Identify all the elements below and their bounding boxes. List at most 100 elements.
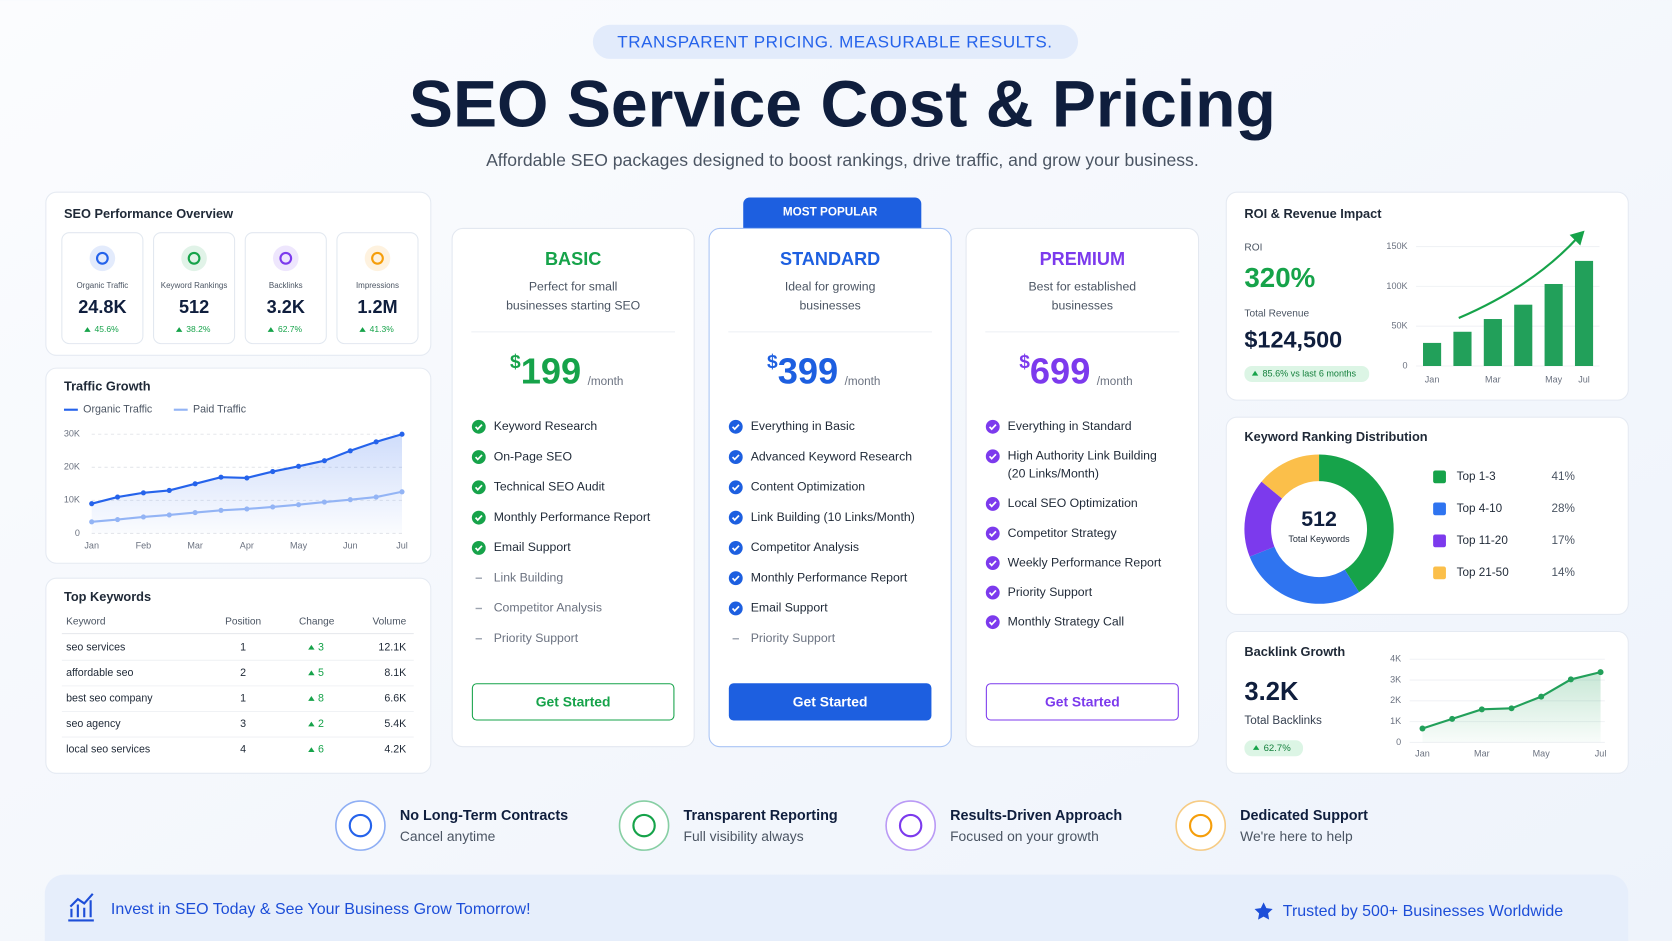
line-point <box>373 439 379 445</box>
x-tick-label: Apr <box>240 541 254 551</box>
table-cell: 5 <box>318 667 324 679</box>
price: $199/month <box>510 350 623 391</box>
card <box>965 227 1200 748</box>
trend-arrow <box>1458 236 1579 319</box>
up-arrow-icon <box>308 670 315 676</box>
card-title: Traffic Growth <box>64 379 151 394</box>
check-mark <box>988 453 997 460</box>
benefit-icon <box>335 800 386 851</box>
table-cell: 4 <box>240 744 246 756</box>
badge-pill <box>592 24 1079 59</box>
metric-tile <box>244 232 327 345</box>
metric-icon-dot <box>371 251 384 265</box>
feature-text: Technical SEO Audit <box>494 480 606 494</box>
feature-text: Priority Support <box>1008 585 1093 599</box>
y-tick-label: 0 <box>75 528 80 538</box>
x-tick-label: Jan <box>84 541 99 551</box>
plan-name: BASIC <box>545 249 601 269</box>
legend-value: 17% <box>1551 534 1574 547</box>
up-arrow-icon <box>308 696 315 701</box>
legend-label: Top 4-10 <box>1457 502 1503 515</box>
y-tick-label: 10K <box>64 495 80 505</box>
line-point <box>89 519 95 525</box>
metric-label: Organic Traffic <box>76 281 128 290</box>
check-mark <box>474 424 483 431</box>
feature-text: Everything in Basic <box>751 419 855 433</box>
table-cell: best seo company <box>66 693 153 705</box>
line-point <box>1538 693 1545 700</box>
check-mark <box>731 514 740 522</box>
metric-change: 41.3% <box>370 324 395 334</box>
benefit-subtitle: We're here to help <box>1240 828 1353 844</box>
benefit-icon-inner <box>348 813 373 838</box>
table-cell: 6.6K <box>384 693 406 705</box>
cta-label: Get Started <box>536 694 611 710</box>
legend-label: Top 21-50 <box>1457 566 1510 579</box>
up-arrow-icon <box>267 327 275 332</box>
table-cell: 5.4K <box>384 718 406 730</box>
stat-label: Total Backlinks <box>1244 714 1322 727</box>
change-pill <box>1244 366 1370 382</box>
card-title: ROI & Revenue Impact <box>1244 206 1382 221</box>
table-header: Volume <box>372 617 406 628</box>
donut-segment <box>1249 546 1360 604</box>
benefit-subtitle: Full visibility always <box>684 828 804 844</box>
metric-icon <box>272 245 299 272</box>
plan-description: businesses starting SEO <box>506 299 640 313</box>
donut-segment <box>1261 454 1320 499</box>
metric-label: Keyword Rankings <box>161 281 228 290</box>
footer-left: Invest in SEO Today & See Your Business … <box>111 901 531 918</box>
benefit-icon-inner <box>632 813 656 838</box>
line-point <box>218 507 224 513</box>
table-cell: 1 <box>240 693 246 705</box>
feature-text: Keyword Research <box>494 419 598 433</box>
x-tick-label: Jan <box>1425 374 1440 384</box>
check-mark <box>988 619 997 626</box>
check-mark <box>474 545 483 552</box>
x-tick-label: May <box>1545 374 1563 384</box>
table-header: Keyword <box>66 617 105 628</box>
popular-badge: MOST POPULAR <box>783 206 878 219</box>
feature-text: Monthly Performance Report <box>494 510 651 524</box>
trend-arrow-head <box>1569 230 1585 246</box>
change-label: 62.7% <box>1264 743 1292 754</box>
y-tick-label: 2K <box>1390 695 1401 705</box>
metric-change: 45.6% <box>95 324 120 334</box>
line-point <box>347 497 353 503</box>
benefit-icon <box>885 800 936 851</box>
line-point <box>321 458 327 464</box>
up-arrow-icon <box>308 747 315 753</box>
card <box>451 227 695 748</box>
x-tick-label: Jul <box>396 541 408 551</box>
benefit-title: Dedicated Support <box>1240 808 1368 824</box>
cta-button[interactable] <box>728 683 932 721</box>
line-point <box>1597 669 1604 676</box>
badge: TRANSPARENT PRICING. MEASURABLE RESULTS. <box>617 32 1052 51</box>
metric-value: 3.2K <box>267 297 305 317</box>
metric-icon <box>89 245 116 272</box>
cta-button[interactable] <box>471 683 675 721</box>
legend-value: 41% <box>1551 470 1574 483</box>
check-mark <box>474 514 483 522</box>
x-tick-label: Mar <box>1474 749 1490 759</box>
line-point <box>347 448 353 454</box>
table-cell: 3 <box>240 718 246 730</box>
x-tick-label: May <box>1533 749 1551 759</box>
feature-text: High Authority Link Building <box>1008 449 1157 463</box>
line-point <box>399 431 405 437</box>
line-point <box>244 506 250 512</box>
metric-icon-dot <box>187 251 201 265</box>
metric-icon-dot <box>279 251 293 265</box>
line-point <box>218 474 224 480</box>
bar <box>1574 260 1594 366</box>
legend-swatch <box>1433 534 1446 548</box>
y-tick-label: 1K <box>1390 716 1401 726</box>
cta-button[interactable] <box>985 683 1179 721</box>
check-mark <box>988 501 997 508</box>
legend-label: Organic Traffic <box>83 404 153 416</box>
check-mark <box>731 484 740 491</box>
line-point <box>140 514 146 520</box>
table-cell: seo services <box>66 641 125 653</box>
y-tick-label: 4K <box>1390 654 1401 664</box>
